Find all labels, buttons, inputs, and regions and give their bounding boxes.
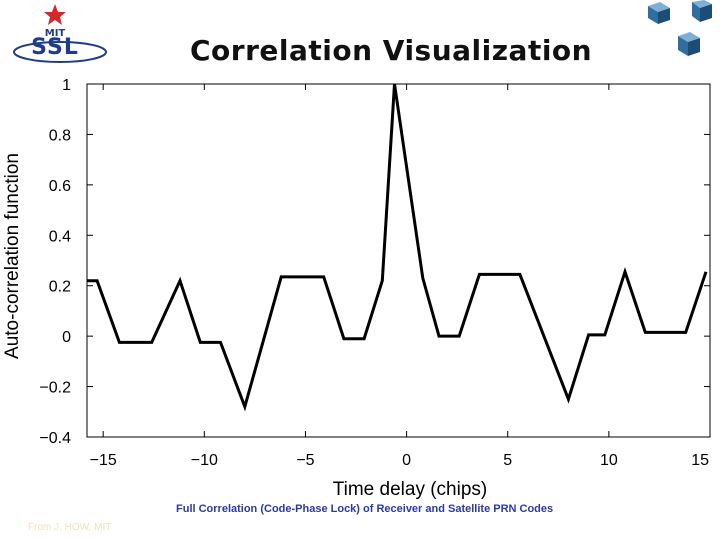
logo-main-text: SSL bbox=[31, 35, 79, 60]
x-tick-label: −10 bbox=[191, 452, 218, 469]
y-tick-label: −0.2 bbox=[39, 380, 71, 397]
x-tick-label: 15 bbox=[691, 452, 709, 469]
x-axis-label: Time delay (chips) bbox=[333, 479, 488, 500]
y-axis: 1 0.8 0.6 0.4 0.2 0 −0.2 −0.4 bbox=[39, 77, 710, 447]
y-tick-label: 0.4 bbox=[49, 228, 71, 245]
satellite-cubes-decoration bbox=[648, 0, 712, 56]
cube-icon bbox=[648, 2, 670, 24]
x-tick-label: 5 bbox=[503, 452, 512, 469]
y-tick-label: 0.2 bbox=[49, 279, 71, 296]
y-axis-label: Auto-correlation function bbox=[2, 153, 23, 359]
logo-star-icon bbox=[44, 4, 66, 25]
cube-icon bbox=[692, 0, 712, 22]
cube-icon bbox=[678, 32, 700, 56]
y-tick-label: 0 bbox=[62, 329, 71, 346]
x-tick-label: −5 bbox=[296, 452, 314, 469]
logo-top-text: MIT bbox=[45, 28, 66, 39]
x-tick-label: 0 bbox=[402, 452, 411, 469]
mit-ssl-logo: MIT SSL bbox=[13, 4, 107, 63]
y-tick-label: 0.6 bbox=[49, 178, 71, 195]
y-tick-label: −0.4 bbox=[39, 430, 71, 447]
source-credit: From J. HOW, MIT bbox=[28, 522, 112, 533]
figure-caption: Full Correlation (Code-Phase Lock) of Re… bbox=[176, 503, 554, 515]
y-tick-label: 0.8 bbox=[49, 127, 71, 144]
y-tick-label: 1 bbox=[62, 77, 71, 94]
x-axis: −15 −10 −5 0 5 10 15 bbox=[90, 84, 711, 469]
x-tick-label: −15 bbox=[90, 452, 117, 469]
series-line-auto-correlation bbox=[87, 83, 708, 412]
logo-swoosh bbox=[13, 41, 107, 63]
plot-frame bbox=[86, 83, 711, 438]
slide-title: Correlation Visualization bbox=[190, 34, 593, 67]
x-tick-label: 10 bbox=[600, 452, 618, 469]
